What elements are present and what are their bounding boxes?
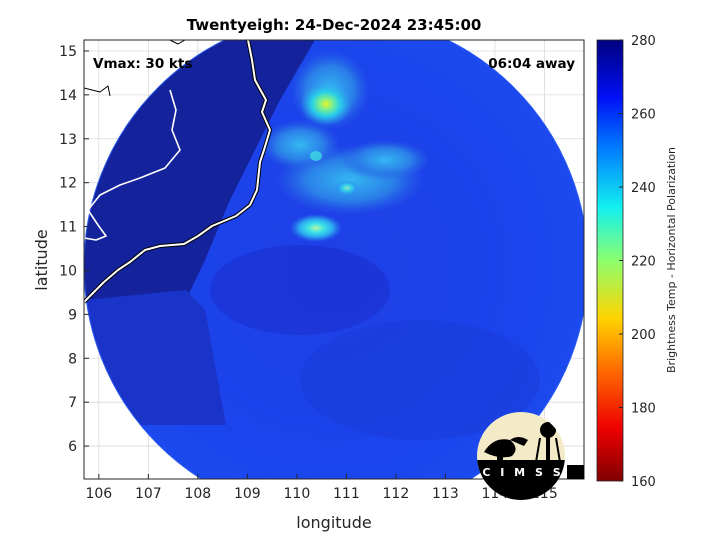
y-tick-label: 9 [68, 307, 77, 323]
x-tick-label: 110 [284, 486, 311, 502]
x-tick-label: 109 [234, 486, 261, 502]
axes-frame [83, 39, 585, 480]
vmax-annotation: Vmax: 30 kts [93, 56, 192, 72]
x-tick-label: 108 [184, 486, 211, 502]
x-tick-label: 112 [383, 486, 410, 502]
y-tick-label: 13 [59, 132, 77, 148]
y-tick-labels: 6 7 8 9 10 11 12 13 14 15 [59, 44, 89, 455]
y-tick-label: 11 [59, 220, 77, 236]
colorbar-ticks: 280 260 240 220 200 180 160 [619, 34, 656, 490]
x-tick-label: 107 [135, 486, 162, 502]
dark-scan-strip [84, 290, 226, 425]
coastline [84, 40, 272, 304]
convection-core-north [300, 82, 352, 126]
time-away-annotation: 06:04 away [488, 56, 575, 72]
x-tick-labels: 106 107 108 109 110 111 112 113 114 115 [85, 474, 558, 502]
colorbar [596, 39, 624, 482]
y-tick-label: 6 [68, 439, 77, 455]
y-axis-label: latitude [32, 229, 51, 290]
x-tick-label: 111 [333, 486, 360, 502]
colorbar-tick-label: 260 [631, 108, 656, 123]
colorbar-tick-label: 220 [631, 255, 656, 270]
y-tick-label: 10 [59, 263, 77, 279]
y-tick-label: 15 [59, 44, 77, 60]
chart-title: Twentyeigh: 24-Dec-2024 23:45:00 [187, 16, 482, 34]
x-axis-label: longitude [296, 513, 371, 532]
brightness-temp-swath [84, 40, 584, 479]
y-tick-label: 12 [59, 176, 77, 192]
y-tick-label: 14 [59, 88, 77, 104]
convection-core-south [290, 214, 342, 242]
y-tick-label: 7 [68, 395, 77, 411]
colorbar-label: Brightness Temp - Horizontal Polarizatio… [665, 147, 678, 373]
y-tick-label: 8 [68, 351, 77, 367]
colorbar-tick-label: 280 [631, 34, 656, 49]
colorbar-tick-label: 180 [631, 402, 656, 417]
x-tick-label: 113 [432, 486, 459, 502]
colorbar-tick-label: 240 [631, 181, 656, 196]
cimss-logo-text: C I M S S [482, 466, 563, 479]
colorbar-tick-label: 160 [631, 475, 656, 490]
x-tick-label: 106 [85, 486, 112, 502]
colorbar-tick-label: 200 [631, 328, 656, 343]
